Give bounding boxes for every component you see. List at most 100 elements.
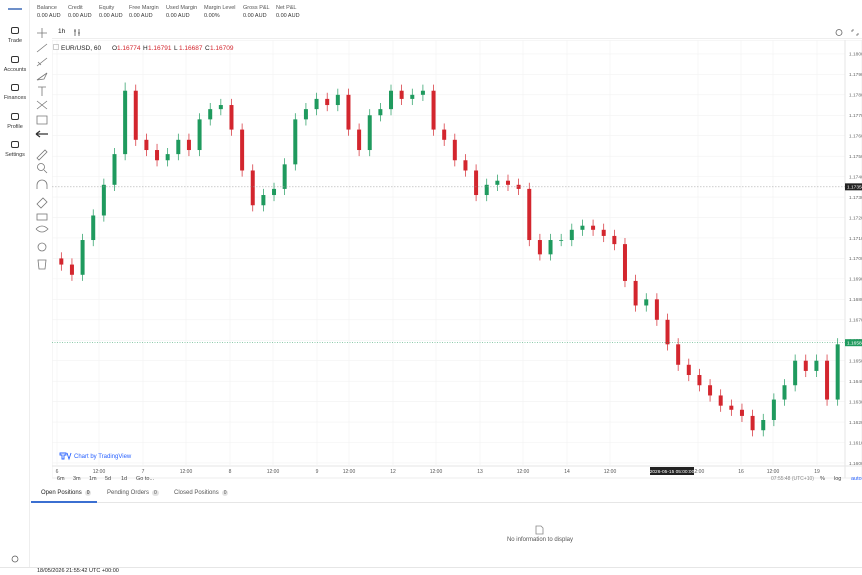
candle-body <box>516 184 521 189</box>
legend-key: O <box>112 45 117 52</box>
nav-item[interactable]: Trade <box>7 38 23 44</box>
nav-item[interactable]: Finances <box>3 95 27 101</box>
candle-body <box>197 119 202 151</box>
candle-body <box>697 375 702 386</box>
candle-body <box>155 150 160 161</box>
nav-item[interactable]: Settings <box>5 152 25 158</box>
account-label: Free Margin <box>129 5 159 11</box>
candle-body <box>399 90 404 99</box>
nav-icon[interactable] <box>11 141 19 148</box>
candle-body <box>59 258 64 265</box>
scale-option[interactable]: log <box>834 476 842 482</box>
y-tick-label: 1.17000 <box>849 256 862 262</box>
candle-body <box>474 170 479 196</box>
nav-icon[interactable] <box>11 113 19 120</box>
plot-border <box>52 40 862 479</box>
range-button[interactable]: Go to... <box>136 476 155 482</box>
candle-body <box>591 225 596 230</box>
account-label: Equity <box>99 5 115 11</box>
range-button[interactable]: 1d <box>121 476 128 482</box>
range-button[interactable]: 1m <box>89 476 97 482</box>
y-tick-label: 1.17100 <box>849 236 862 242</box>
help-icon[interactable] <box>11 555 19 563</box>
candle-body <box>335 94 340 106</box>
account-label: Gross P&L <box>243 5 270 11</box>
nav-icon[interactable] <box>11 84 19 91</box>
status-timezone[interactable]: UTC +00:00 <box>89 568 119 574</box>
y-tick-label: 1.17900 <box>849 72 862 78</box>
candle-body <box>484 184 489 196</box>
candle-body <box>761 420 766 431</box>
legend-box <box>53 44 59 50</box>
nav-icon[interactable] <box>11 56 19 63</box>
candle-body <box>835 344 840 400</box>
candle-body <box>133 90 138 140</box>
settings-fullscreen[interactable] <box>835 28 861 37</box>
y-tick-label: 1.16200 <box>849 420 862 426</box>
tab-count: 0 <box>152 490 159 496</box>
candle-body <box>739 409 744 416</box>
candle-body <box>750 415 755 431</box>
candle-body <box>101 184 106 216</box>
candle-body <box>686 364 691 376</box>
sidebar <box>0 0 30 567</box>
x-tick-label: 12:00 <box>692 469 705 475</box>
candle-body <box>272 188 277 196</box>
nav-item[interactable]: Accounts <box>3 67 27 73</box>
y-tick-label: 1.17800 <box>849 93 862 99</box>
candle-body <box>729 405 734 410</box>
x-tick-label: 12:00 <box>430 469 443 475</box>
crosshair-time-label: 2026-05-15 05:00:00 <box>650 469 695 475</box>
range-button[interactable]: 6m <box>57 476 65 482</box>
y-tick-label: 1.16300 <box>849 399 862 405</box>
candle-body <box>165 154 170 161</box>
tab[interactable]: Open Positions 0 <box>41 490 92 496</box>
y-tick-label: 1.16900 <box>849 277 862 283</box>
candle-body <box>782 385 787 400</box>
y-tick-label: 1.17700 <box>849 113 862 119</box>
interval[interactable]: 1h <box>58 28 66 35</box>
y-tick-label: 1.16800 <box>849 297 862 303</box>
tab-label[interactable]: Pending Orders <box>107 490 150 496</box>
x-tick-label: 12:00 <box>767 469 780 475</box>
candle-body <box>612 235 617 245</box>
candle-body <box>676 344 681 365</box>
candle-body <box>303 109 308 120</box>
candle-body <box>123 90 128 155</box>
account-value: 0.00% <box>204 13 220 19</box>
last-price-label: 1.16588 <box>847 340 862 346</box>
candle-body <box>814 360 819 371</box>
candle-body <box>654 299 659 320</box>
tab-count: 0 <box>221 490 229 496</box>
legend-value: 1.16774 <box>117 45 141 52</box>
chart-type-icon[interactable] <box>72 28 82 37</box>
nav-icon[interactable] <box>11 27 19 34</box>
candle-body <box>825 360 830 400</box>
candle-body <box>580 225 585 230</box>
y-tick-label: 1.16400 <box>849 379 862 385</box>
tab-label[interactable]: Open Positions <box>41 490 82 496</box>
scale-option[interactable]: % <box>820 476 825 482</box>
tab[interactable]: Closed Positions 0 <box>174 490 229 496</box>
candle-body <box>325 98 330 106</box>
nav-item[interactable]: Profile <box>7 124 23 130</box>
candle-body <box>771 399 776 421</box>
x-tick-label: 7 <box>142 469 145 475</box>
y-tick-label: 1.16100 <box>849 440 862 446</box>
tradingview-logo <box>59 452 72 461</box>
x-tick-label: 12:00 <box>604 469 617 475</box>
candle-body <box>537 240 542 255</box>
candle-body <box>463 160 468 171</box>
legend-key: H <box>143 45 148 52</box>
y-tick-label: 1.17600 <box>849 134 862 140</box>
x-tick-label: 12:00 <box>343 469 356 475</box>
x-tick-label: 12 <box>390 469 396 475</box>
tab[interactable]: Pending Orders 0 <box>107 490 159 496</box>
tab-label[interactable]: Closed Positions <box>174 490 219 496</box>
account-label: Credit <box>68 5 83 11</box>
scale-option[interactable]: auto <box>851 476 862 482</box>
legend-value: 1.16709 <box>210 45 234 52</box>
range-button[interactable]: 3m <box>73 476 81 482</box>
range-button[interactable]: 5d <box>105 476 112 482</box>
